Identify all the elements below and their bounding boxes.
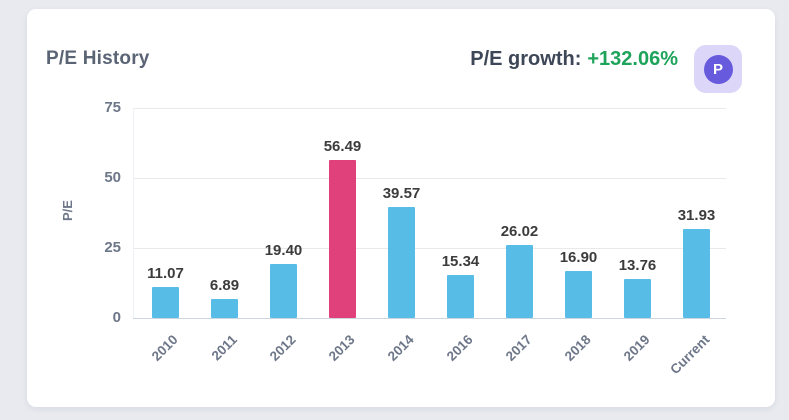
bar-value-label-2013: 56.49 — [323, 137, 362, 155]
pe-history-chart: 0 25 50 75 P/E 11.07 2010 6.89 2011 19.40 2012 56.4… — [27, 9, 775, 407]
bar-2010[interactable] — [152, 287, 179, 318]
bar-value-label-2018: 16.90 — [559, 248, 598, 266]
bar-value-label-2012: 19.40 — [264, 241, 303, 259]
y-tick-label-50: 50 — [104, 169, 121, 186]
pe-badge-circle: P — [703, 54, 733, 84]
bar-2013[interactable] — [329, 159, 356, 318]
bar-2019[interactable] — [624, 279, 651, 318]
x-axis-label-2010: 2010 — [149, 332, 182, 364]
bar-2011[interactable] — [211, 298, 238, 318]
y-tick-label-25: 25 — [104, 239, 121, 256]
y-tick-label-0: 0 — [112, 309, 121, 326]
x-axis-label-2011: 2011 — [208, 332, 241, 364]
pe-history-card: P/E History P/E growth: +132.06% P 0 25 50 7… — [27, 9, 775, 407]
gridline-75 — [133, 108, 726, 109]
bar-value-label-2010: 11.07 — [147, 265, 184, 282]
bar-value-label-2019: 13.76 — [618, 257, 657, 275]
y-axis-line — [133, 108, 134, 318]
x-axis-label-2013: 2013 — [326, 332, 359, 364]
x-axis-label-2017: 2017 — [503, 332, 536, 364]
x-axis-label-2018: 2018 — [562, 332, 595, 364]
gridline-50 — [133, 178, 726, 179]
bar-2014[interactable] — [388, 207, 415, 318]
bar-2017[interactable] — [506, 245, 533, 318]
y-tick-label-75: 75 — [104, 99, 121, 116]
pe-badge-letter: P — [712, 60, 723, 78]
bar-2016[interactable] — [447, 275, 474, 318]
bar-value-label-2011: 6.89 — [209, 276, 240, 294]
bar-current[interactable] — [683, 228, 710, 318]
x-axis-line — [133, 318, 726, 319]
x-axis-label-2016: 2016 — [444, 332, 477, 364]
pe-growth-value: +132.06% — [587, 48, 678, 70]
x-axis-label-current: Current — [667, 332, 713, 378]
x-axis-label-2014: 2014 — [385, 332, 418, 364]
bar-value-label-2016: 15.34 — [441, 253, 480, 271]
bar-value-label-2014: 39.57 — [382, 185, 421, 203]
pe-badge-icon[interactable]: P — [694, 45, 742, 93]
gridline-25 — [133, 248, 726, 249]
pe-growth-stat: P/E growth: +132.06% — [470, 48, 678, 71]
y-axis-title: P/E — [59, 200, 75, 221]
bar-2012[interactable] — [270, 263, 297, 318]
pe-growth-label: P/E growth: — [470, 48, 582, 70]
bar-2018[interactable] — [565, 270, 592, 318]
x-axis-label-2019: 2019 — [621, 332, 654, 364]
bar-value-label-2017: 26.02 — [500, 223, 539, 241]
bar-value-label-current: 31.93 — [677, 206, 716, 224]
card-title: P/E History — [46, 48, 150, 69]
x-axis-label-2012: 2012 — [267, 332, 300, 364]
